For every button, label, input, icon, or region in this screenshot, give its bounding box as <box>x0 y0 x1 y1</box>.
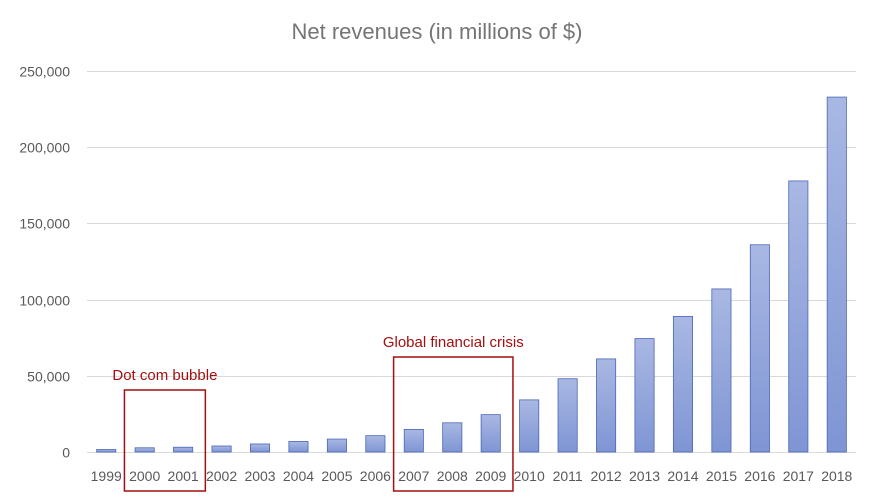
bar <box>442 422 463 453</box>
bar <box>326 438 347 453</box>
x-tick-label: 2016 <box>744 468 775 484</box>
x-tick-label: 2004 <box>283 468 314 484</box>
y-tick-label: 200,000 <box>19 140 70 156</box>
y-axis-ticks: 0 50,000 100,000 150,000 200,000 250,000 <box>19 64 70 461</box>
bar <box>672 315 693 453</box>
bar <box>711 288 732 453</box>
bar <box>749 244 770 453</box>
bar <box>557 378 578 453</box>
y-tick-label: 250,000 <box>19 64 70 80</box>
bar <box>96 449 117 453</box>
annotations: Dot com bubble Global financial crisis <box>112 334 524 492</box>
bar <box>288 441 309 453</box>
x-tick-label: 2017 <box>783 468 814 484</box>
x-tick-label: 2006 <box>360 468 391 484</box>
bar <box>480 414 501 453</box>
x-tick-label: 2018 <box>821 468 852 484</box>
annotation-label: Global financial crisis <box>383 334 524 351</box>
x-tick-label: 2009 <box>475 468 506 484</box>
gridlines <box>87 71 856 453</box>
x-tick-label: 2001 <box>168 468 199 484</box>
x-tick-label: 2008 <box>437 468 468 484</box>
x-tick-label: 2013 <box>629 468 660 484</box>
annotation-label: Dot com bubble <box>112 367 217 384</box>
annotation-box <box>392 356 514 492</box>
bar <box>596 358 617 453</box>
x-tick-label: 2012 <box>590 468 621 484</box>
bar <box>134 447 155 453</box>
x-tick-label: 2002 <box>206 468 237 484</box>
y-tick-label: 100,000 <box>19 293 70 309</box>
x-axis-ticks: 1999 2000 2001 2002 2003 2004 2005 2006 2007 2008… <box>91 468 853 484</box>
bar <box>788 180 809 453</box>
y-tick-label: 0 <box>62 445 70 461</box>
x-tick-label: 2005 <box>321 468 352 484</box>
y-tick-label: 50,000 <box>27 369 70 385</box>
bar-series <box>96 96 847 453</box>
bar <box>403 428 424 453</box>
annotation-box <box>123 389 207 492</box>
bar <box>365 435 386 453</box>
x-tick-label: 2003 <box>244 468 275 484</box>
x-tick-label: 2011 <box>553 468 583 484</box>
bar <box>634 338 655 453</box>
bar <box>173 446 194 453</box>
x-tick-label: 1999 <box>91 468 122 484</box>
bar <box>250 443 271 453</box>
bar <box>211 445 232 453</box>
x-tick-label: 2014 <box>667 468 698 484</box>
x-tick-label: 2000 <box>129 468 160 484</box>
x-tick-label: 2015 <box>706 468 737 484</box>
bar <box>519 399 540 453</box>
x-tick-label: 2007 <box>398 468 429 484</box>
chart-title: Net revenues (in millions of $) <box>291 19 582 44</box>
bar <box>826 96 847 453</box>
x-tick-label: 2010 <box>514 468 545 484</box>
y-tick-label: 150,000 <box>19 216 70 232</box>
